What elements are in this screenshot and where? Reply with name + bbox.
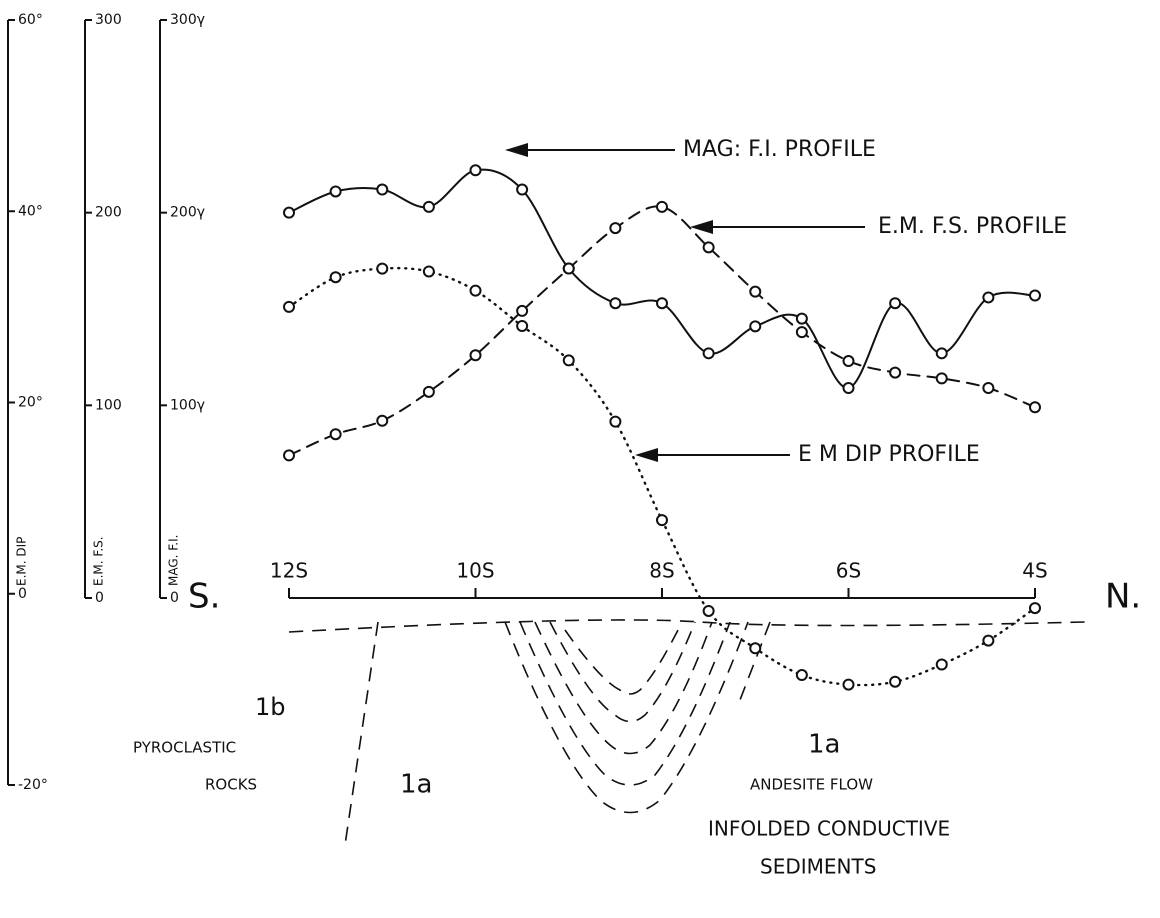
data-point bbox=[797, 314, 807, 324]
data-point bbox=[424, 266, 434, 276]
geology-label: ANDESITE FLOW bbox=[750, 776, 873, 794]
data-point bbox=[983, 292, 993, 302]
data-point bbox=[797, 327, 807, 337]
data-point bbox=[424, 202, 434, 212]
data-point bbox=[284, 208, 294, 218]
data-point bbox=[471, 165, 481, 175]
data-point bbox=[284, 450, 294, 460]
y-tick-label: 300γ bbox=[170, 12, 205, 28]
data-point bbox=[844, 680, 854, 690]
data-point bbox=[937, 373, 947, 383]
geology-label: 1a bbox=[400, 770, 432, 800]
data-point bbox=[331, 429, 341, 439]
y-tick-label: -20° bbox=[18, 777, 48, 793]
data-point bbox=[331, 272, 341, 282]
x-end-label: N. bbox=[1105, 577, 1141, 617]
y-tick-label: 200γ bbox=[170, 205, 205, 221]
data-point bbox=[890, 677, 900, 687]
series-annotation: E M DIP PROFILE bbox=[798, 442, 980, 467]
data-point bbox=[564, 264, 574, 274]
x-tick-label: 10S bbox=[456, 559, 494, 583]
x-tick-label: 6S bbox=[836, 559, 861, 583]
series-line bbox=[289, 206, 1035, 455]
geology-label: PYROCLASTIC bbox=[133, 739, 236, 757]
x-end-label: S. bbox=[188, 577, 220, 617]
geology-label: 1a bbox=[808, 730, 840, 760]
y-tick-label: 0 bbox=[18, 586, 27, 602]
data-point bbox=[844, 383, 854, 393]
data-point bbox=[983, 383, 993, 393]
data-point bbox=[517, 306, 527, 316]
x-tick-label: 8S bbox=[649, 559, 674, 583]
data-point bbox=[750, 321, 760, 331]
y-tick-label: 0 bbox=[170, 590, 179, 606]
data-point bbox=[331, 186, 341, 196]
ground-line bbox=[289, 620, 1085, 632]
data-point bbox=[937, 660, 947, 670]
data-point bbox=[517, 185, 527, 195]
data-point bbox=[657, 202, 667, 212]
chart: 60° 40° 20° 0 -20° E.M. DIP 300 200 100 0 E.M. F.S… bbox=[0, 0, 1160, 918]
data-point bbox=[377, 185, 387, 195]
series-annotation: MAG: F.I. PROFILE bbox=[683, 137, 876, 162]
data-point bbox=[983, 636, 993, 646]
data-point bbox=[704, 348, 714, 358]
data-point bbox=[610, 223, 620, 233]
contact-line bbox=[740, 622, 770, 700]
y-axis-title: E.M. F.S. bbox=[92, 536, 106, 586]
series-line bbox=[289, 268, 1035, 685]
contact-line bbox=[345, 622, 378, 845]
data-point bbox=[471, 286, 481, 296]
geology-label: SEDIMENTS bbox=[760, 855, 876, 879]
y-tick-label: 0 bbox=[95, 590, 104, 606]
y-axis-title: MAG. F.I. bbox=[167, 535, 181, 586]
data-point bbox=[750, 287, 760, 297]
data-point bbox=[797, 670, 807, 680]
data-point bbox=[517, 321, 527, 331]
data-point bbox=[1030, 603, 1040, 613]
y-axis-title: E.M. DIP bbox=[15, 537, 29, 586]
data-point bbox=[610, 417, 620, 427]
data-point bbox=[424, 387, 434, 397]
data-point bbox=[377, 264, 387, 274]
data-point bbox=[657, 515, 667, 525]
y-tick-label: 300 bbox=[95, 12, 122, 28]
y-tick-label: 40° bbox=[18, 203, 43, 219]
data-point bbox=[1030, 291, 1040, 301]
data-point bbox=[610, 298, 620, 308]
data-point bbox=[377, 416, 387, 426]
geology-label: ROCKS bbox=[205, 776, 257, 794]
data-point bbox=[844, 356, 854, 366]
series-annotation: E.M. F.S. PROFILE bbox=[878, 214, 1067, 239]
y-tick-label: 20° bbox=[18, 395, 43, 411]
x-tick-label: 4S bbox=[1022, 559, 1047, 583]
data-point bbox=[890, 368, 900, 378]
y-tick-label: 200 bbox=[95, 205, 122, 221]
data-point bbox=[750, 643, 760, 653]
data-point bbox=[704, 606, 714, 616]
data-point bbox=[284, 302, 294, 312]
x-tick-label: 12S bbox=[270, 559, 308, 583]
y-tick-label: 60° bbox=[18, 12, 43, 28]
geology-label: 1b bbox=[255, 693, 286, 721]
data-point bbox=[657, 298, 667, 308]
data-point bbox=[1030, 402, 1040, 412]
data-point bbox=[704, 242, 714, 252]
y-tick-label: 100 bbox=[95, 397, 122, 413]
data-point bbox=[937, 348, 947, 358]
data-point bbox=[471, 350, 481, 360]
syncline bbox=[505, 622, 748, 813]
geology-label: INFOLDED CONDUCTIVE bbox=[708, 817, 950, 841]
data-point bbox=[564, 355, 574, 365]
annotation-arrows bbox=[505, 143, 865, 462]
y-tick-label: 100γ bbox=[170, 397, 205, 413]
data-point bbox=[890, 298, 900, 308]
